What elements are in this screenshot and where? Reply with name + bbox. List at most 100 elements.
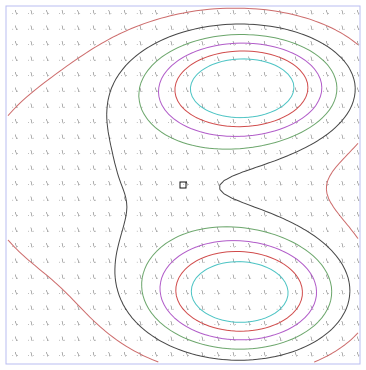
grid-point: . \.	[214, 88, 221, 94]
grid-point: . \.	[43, 41, 50, 47]
grid-point: . \.	[12, 10, 19, 16]
grid-point: . \.	[74, 352, 81, 358]
grid-point: . \.	[261, 212, 268, 218]
grid-point: . \.	[245, 26, 252, 32]
grid-point: . \.	[276, 321, 283, 327]
grid-point: . \.	[292, 10, 299, 16]
grid-point: . \.	[74, 243, 81, 249]
grid-point: . \.	[245, 134, 252, 140]
grid-point: . \.	[199, 181, 206, 187]
grid-point: . \.	[12, 134, 19, 140]
grid-point: . \.	[354, 290, 361, 296]
grid-point: . \.	[292, 212, 299, 218]
grid-point: . \.	[307, 290, 314, 296]
grid-point: . \.	[121, 10, 128, 16]
grid-point: . \.	[261, 243, 268, 249]
grid-point: . \.	[121, 150, 128, 156]
grid-point: . \.	[214, 166, 221, 172]
grid-point: . \.	[245, 41, 252, 47]
grid-point: . \.	[292, 197, 299, 203]
grid-point: . \.	[43, 228, 50, 234]
grid-point: . \.	[230, 166, 237, 172]
grid-point: . \.	[90, 274, 97, 280]
grid-point: . \.	[105, 166, 112, 172]
grid-point: . \.	[121, 321, 128, 327]
grid-point: . \.	[339, 72, 346, 78]
grid-point: . \.	[74, 57, 81, 63]
grid-point: . \.	[136, 166, 143, 172]
grid-point: . \.	[90, 228, 97, 234]
grid-point: . \.	[354, 119, 361, 125]
grid-point: . \.	[183, 352, 190, 358]
grid-point: . \.	[105, 228, 112, 234]
grid-point: . \.	[307, 10, 314, 16]
grid-point: . \.	[59, 243, 66, 249]
grid-point: . \.	[199, 88, 206, 94]
grid-point: . \.	[261, 181, 268, 187]
grid-point: . \.	[307, 166, 314, 172]
grid-point: . \.	[323, 26, 330, 32]
grid-point: . \.	[323, 150, 330, 156]
grid-point: . \.	[152, 321, 159, 327]
grid-point: . \.	[261, 26, 268, 32]
grid-point: . \.	[121, 103, 128, 109]
grid-point: . \.	[292, 166, 299, 172]
grid-point: . \.	[230, 119, 237, 125]
grid-point: . \.	[168, 10, 175, 16]
grid-point: . \.	[214, 103, 221, 109]
grid-point: . \.	[307, 119, 314, 125]
grid-point: . \.	[152, 181, 159, 187]
grid-point: . \.	[90, 26, 97, 32]
grid-point: . \.	[261, 352, 268, 358]
grid-point: . \.	[59, 41, 66, 47]
grid-point: . \.	[354, 337, 361, 343]
grid-point: . \.	[183, 212, 190, 218]
grid-point: . \.	[323, 103, 330, 109]
grid-point: . \.	[168, 26, 175, 32]
grid-point: . \.	[136, 72, 143, 78]
grid-point: . \.	[28, 26, 35, 32]
grid-point: . \.	[121, 26, 128, 32]
grid-point: . \.	[168, 259, 175, 265]
grid-point: . \.	[90, 321, 97, 327]
grid-point: . \.	[245, 197, 252, 203]
grid-point: . \.	[245, 352, 252, 358]
contour-line-level-8	[158, 42, 323, 341]
grid-point: . \.	[43, 88, 50, 94]
grid-point: . \.	[136, 290, 143, 296]
grid-point: . \.	[59, 337, 66, 343]
grid-point: . \.	[183, 119, 190, 125]
grid-point: . \.	[199, 259, 206, 265]
grid-point: . \.	[183, 337, 190, 343]
grid-point: . \.	[214, 57, 221, 63]
grid-point: . \.	[168, 352, 175, 358]
grid-point: . \.	[323, 119, 330, 125]
grid-point: . \.	[261, 337, 268, 343]
grid-point: . \.	[230, 181, 237, 187]
grid-point: . \.	[136, 181, 143, 187]
grid-point: . \.	[12, 150, 19, 156]
grid-point: . \.	[339, 337, 346, 343]
grid-point: . \.	[230, 26, 237, 32]
grid-point: . \.	[339, 228, 346, 234]
grid-point: . \.	[59, 212, 66, 218]
grid-point: . \.	[12, 119, 19, 125]
grid-point: . \.	[43, 352, 50, 358]
grid-point: . \.	[292, 321, 299, 327]
grid-point: . \.	[292, 337, 299, 343]
grid-point: . \.	[136, 259, 143, 265]
grid-point: . \.	[339, 352, 346, 358]
grid-point: . \.	[136, 119, 143, 125]
grid-point: . \.	[43, 26, 50, 32]
grid-point: . \.	[136, 212, 143, 218]
grid-point: . \.	[354, 103, 361, 109]
grid-point: . \.	[90, 181, 97, 187]
grid-point: . \.	[90, 259, 97, 265]
grid-point: . \.	[276, 134, 283, 140]
grid-point: . \.	[28, 274, 35, 280]
grid-point: . \.	[276, 88, 283, 94]
grid-point: . \.	[323, 166, 330, 172]
grid-point: . \.	[59, 259, 66, 265]
grid-point: . \.	[152, 119, 159, 125]
